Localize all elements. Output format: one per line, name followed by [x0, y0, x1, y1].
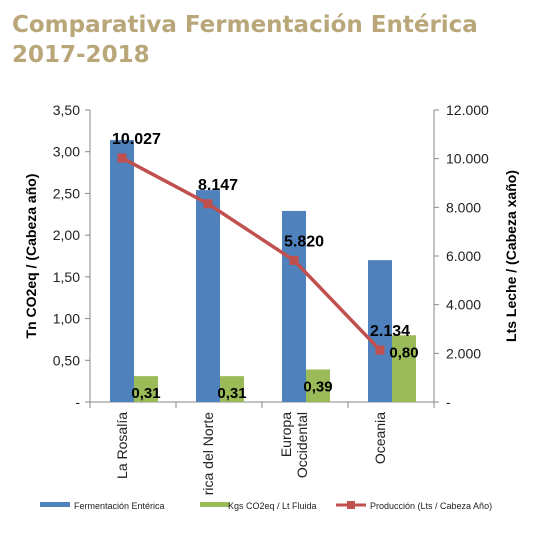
chart-title: Comparativa Fermentación Entérica 2017-2…	[12, 10, 532, 70]
line-produccion-marker	[117, 153, 127, 163]
x-category-label-line: Europa	[278, 412, 294, 457]
x-category-label-line: Oceania	[372, 412, 388, 464]
legend-label-produccion: Producción (Lts / Cabeza Año)	[370, 501, 492, 511]
bar-fermentacion	[110, 140, 134, 402]
y-right-tick-label: 10.000	[446, 151, 489, 167]
legend-label-fermentacion: Fermentación Entérica	[74, 501, 165, 511]
bar-fermentacion	[196, 190, 220, 402]
x-category-label: EuropaOccidental	[278, 412, 310, 478]
bar-kgs-co2eq-label: 0,39	[303, 378, 332, 395]
legend-marker-produccion	[347, 501, 355, 509]
x-category-label: La Rosalía	[114, 412, 130, 479]
legend-swatch-kgs-co2eq	[200, 502, 230, 507]
line-produccion-label: 8.147	[198, 177, 238, 194]
y-left-tick-label: 3,00	[53, 144, 80, 160]
y-right-tick-label: 2.000	[446, 345, 481, 361]
bar-kgs-co2eq-label: 0,80	[389, 344, 418, 361]
y-left-tick-label: 0,50	[53, 352, 80, 368]
line-produccion	[121, 156, 382, 352]
bar-kgs-co2eq-label: 0,31	[217, 385, 246, 402]
chart-title-line-2: 2017-2018	[12, 42, 150, 68]
y-left-tick-label: -	[75, 394, 80, 410]
x-category-label: Oceania	[372, 412, 388, 464]
line-produccion-marker	[375, 345, 385, 355]
x-category-label: rica del Norte	[200, 412, 216, 495]
y-right-tick-label: 12.000	[446, 102, 489, 118]
x-category-label-line: Occidental	[294, 412, 310, 478]
line-produccion-label: 10.027	[112, 131, 161, 148]
bar-kgs-co2eq	[220, 376, 244, 402]
bar-kgs-co2eq	[392, 335, 416, 402]
line-produccion-marker	[289, 255, 299, 265]
x-category-label-line: La Rosalía	[114, 412, 130, 479]
line-produccion-label: 5.820	[284, 233, 324, 250]
y-right-tick-label: -	[446, 394, 451, 410]
y-left-tick-label: 2,50	[53, 185, 80, 201]
y-axis-left-title: Tn CO2eq / (Cabeza año)	[23, 174, 39, 339]
y-left-tick-label: 2,00	[53, 227, 80, 243]
x-category-label-line: rica del Norte	[200, 412, 216, 495]
y-right-tick-label: 8.000	[446, 199, 481, 215]
chart-title-line-1: Comparativa Fermentación Entérica	[12, 12, 478, 38]
y-left-tick-label: 1,50	[53, 269, 80, 285]
y-axis-right-title: Lts Leche / (Cabeza xaño)	[503, 170, 519, 342]
bar-fermentacion	[282, 210, 306, 402]
y-right-tick-label: 4.000	[446, 297, 481, 313]
bar-fermentacion	[368, 260, 392, 402]
y-right-tick-label: 6.000	[446, 248, 481, 264]
y-left-tick-label: 3,50	[53, 102, 80, 118]
line-produccion-marker	[203, 199, 213, 209]
y-left-tick-label: 1,00	[53, 311, 80, 327]
bar-kgs-co2eq	[306, 369, 330, 402]
bar-kgs-co2eq-label: 0,31	[131, 385, 160, 402]
bar-kgs-co2eq	[134, 376, 158, 402]
line-produccion-label: 2.134	[370, 323, 410, 340]
legend-swatch-fermentacion	[40, 502, 70, 507]
legend-label-kgs-co2eq: Kgs CO2eq / Lt Fluida	[228, 501, 317, 511]
